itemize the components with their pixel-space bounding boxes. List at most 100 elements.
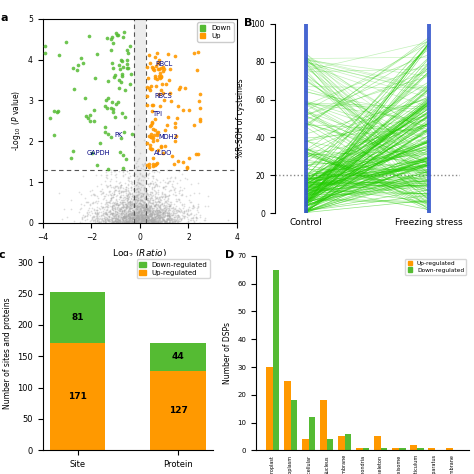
Point xyxy=(154,59,162,67)
Point xyxy=(159,176,167,184)
Point xyxy=(125,192,133,200)
Point xyxy=(148,205,155,213)
Point xyxy=(135,218,143,225)
Point xyxy=(151,202,159,210)
Point xyxy=(142,205,149,212)
Point xyxy=(147,210,155,217)
Point xyxy=(132,211,139,219)
Point xyxy=(167,205,175,212)
Point xyxy=(153,49,161,57)
Point xyxy=(101,210,109,218)
Point xyxy=(143,189,150,197)
Point xyxy=(119,63,127,71)
Point xyxy=(133,213,140,221)
Point xyxy=(109,216,116,224)
Point xyxy=(155,56,163,64)
Point xyxy=(176,206,183,213)
Point xyxy=(156,201,164,208)
Point xyxy=(147,216,155,223)
Point xyxy=(86,111,93,119)
Point xyxy=(107,177,114,185)
Point xyxy=(118,207,125,215)
Point xyxy=(145,214,152,221)
Point xyxy=(141,195,148,202)
Point xyxy=(125,209,132,216)
Point xyxy=(138,215,146,223)
Point xyxy=(171,184,179,191)
Point xyxy=(139,214,146,222)
Point xyxy=(165,187,173,195)
Point xyxy=(99,189,107,197)
Point xyxy=(138,192,146,200)
Point xyxy=(122,201,129,208)
Point xyxy=(125,206,133,213)
Point xyxy=(163,217,170,224)
Point xyxy=(201,216,208,224)
Point xyxy=(99,195,106,203)
Point xyxy=(125,209,133,217)
Point xyxy=(176,176,183,184)
Point xyxy=(111,167,119,174)
Point xyxy=(137,208,145,216)
Point xyxy=(106,219,113,227)
Point xyxy=(157,64,165,72)
Point xyxy=(134,208,141,216)
Point xyxy=(116,217,123,224)
Point xyxy=(118,199,125,207)
Point xyxy=(55,190,63,197)
Point xyxy=(170,203,177,210)
Point xyxy=(146,202,154,210)
Point xyxy=(192,213,200,221)
Point xyxy=(135,174,142,182)
Point xyxy=(98,215,106,223)
Point xyxy=(155,203,163,210)
Point xyxy=(159,192,167,200)
Point xyxy=(146,216,154,224)
Point xyxy=(135,218,142,225)
Point xyxy=(139,176,146,184)
Point xyxy=(137,213,144,221)
Point xyxy=(93,214,100,221)
Point xyxy=(143,203,150,211)
Point xyxy=(157,213,165,221)
Point xyxy=(114,201,122,209)
Point xyxy=(99,209,107,217)
Point xyxy=(164,211,172,219)
Point xyxy=(116,193,123,201)
Point xyxy=(137,180,144,188)
Point xyxy=(195,97,203,105)
Point xyxy=(136,208,144,215)
Point xyxy=(161,213,168,221)
Point xyxy=(136,205,144,212)
Point xyxy=(124,199,132,206)
Point xyxy=(171,205,178,212)
Point xyxy=(120,203,128,211)
Point xyxy=(132,204,140,212)
Text: 171: 171 xyxy=(69,392,87,401)
Point xyxy=(140,207,147,214)
Point xyxy=(112,210,120,218)
Point xyxy=(158,213,165,221)
Point xyxy=(148,207,156,214)
Point xyxy=(150,125,157,133)
Point xyxy=(135,211,143,219)
Point xyxy=(146,142,154,149)
Point xyxy=(161,201,168,209)
Point xyxy=(150,216,157,224)
Point xyxy=(165,202,173,210)
Point xyxy=(124,217,132,225)
Point xyxy=(127,194,135,202)
Point xyxy=(134,211,141,219)
Point xyxy=(133,201,141,209)
Point xyxy=(122,212,130,220)
Point xyxy=(156,102,164,110)
Point xyxy=(124,210,132,218)
Point xyxy=(99,207,106,214)
Point xyxy=(167,216,175,224)
Point xyxy=(154,211,161,219)
Point xyxy=(122,218,130,226)
Point xyxy=(98,202,105,210)
Point xyxy=(136,205,143,212)
Point xyxy=(186,210,194,218)
Point xyxy=(145,199,153,206)
